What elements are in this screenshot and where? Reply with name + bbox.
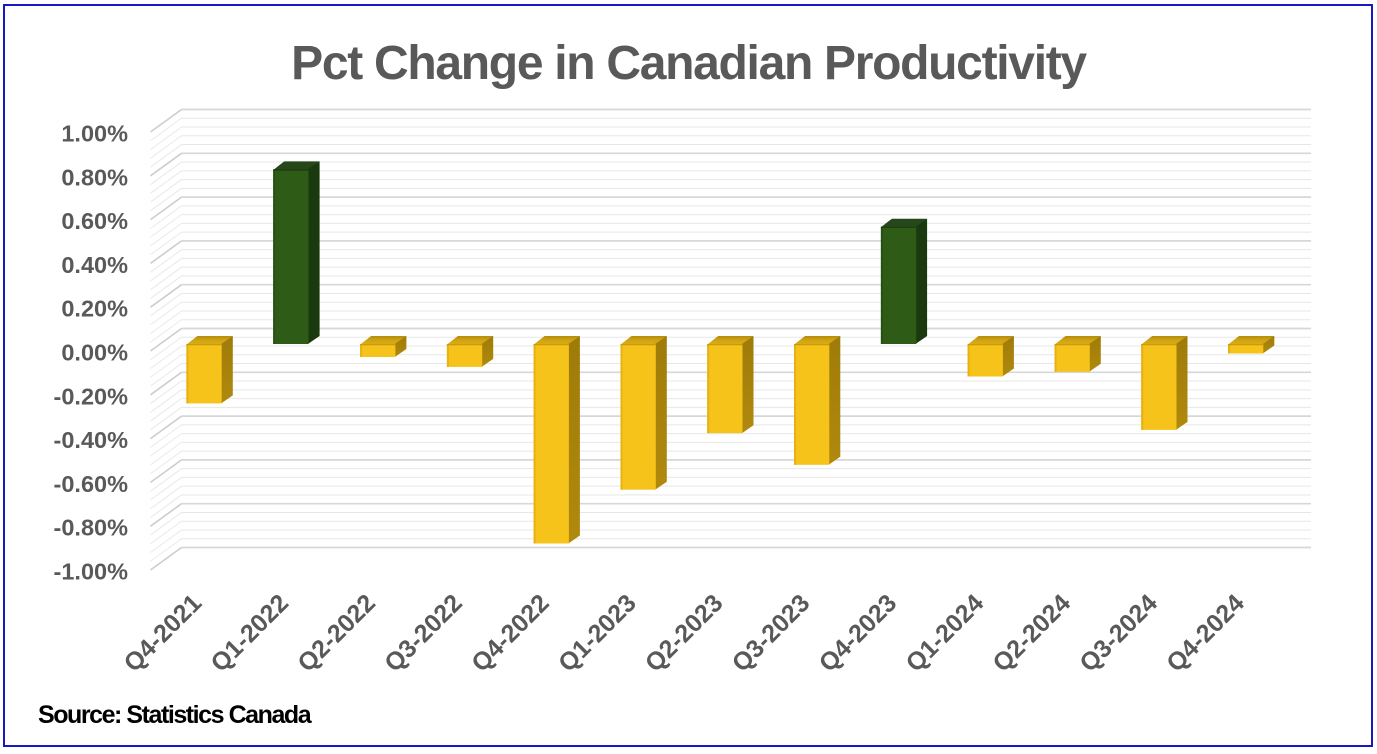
svg-text:Q4-2024: Q4-2024 [1161, 589, 1250, 678]
svg-text:0.00%: 0.00% [61, 340, 128, 366]
svg-text:0.80%: 0.80% [61, 164, 128, 190]
svg-text:-0.60%: -0.60% [54, 471, 129, 497]
svg-text:-0.20%: -0.20% [54, 383, 129, 409]
svg-text:Q1-2023: Q1-2023 [553, 589, 642, 678]
svg-text:1.00%: 1.00% [61, 121, 128, 147]
svg-text:-0.40%: -0.40% [54, 427, 129, 453]
svg-text:Q2-2024: Q2-2024 [987, 589, 1076, 678]
svg-text:Q2-2022: Q2-2022 [292, 589, 381, 678]
svg-text:Q3-2023: Q3-2023 [727, 589, 816, 678]
svg-text:Q4-2022: Q4-2022 [466, 589, 555, 678]
svg-text:0.20%: 0.20% [61, 296, 128, 322]
svg-text:Q4-2023: Q4-2023 [814, 589, 903, 678]
svg-text:Q2-2023: Q2-2023 [640, 589, 729, 678]
svg-text:Q3-2022: Q3-2022 [379, 589, 468, 678]
svg-text:-1.00%: -1.00% [54, 559, 129, 585]
svg-text:0.60%: 0.60% [61, 208, 128, 234]
svg-text:-0.80%: -0.80% [54, 515, 129, 541]
svg-text:Q4-2021: Q4-2021 [119, 589, 208, 678]
svg-text:0.40%: 0.40% [61, 252, 128, 278]
svg-text:Q1-2022: Q1-2022 [205, 589, 294, 678]
svg-text:Q1-2024: Q1-2024 [901, 589, 990, 678]
svg-text:Q3-2024: Q3-2024 [1074, 589, 1163, 678]
